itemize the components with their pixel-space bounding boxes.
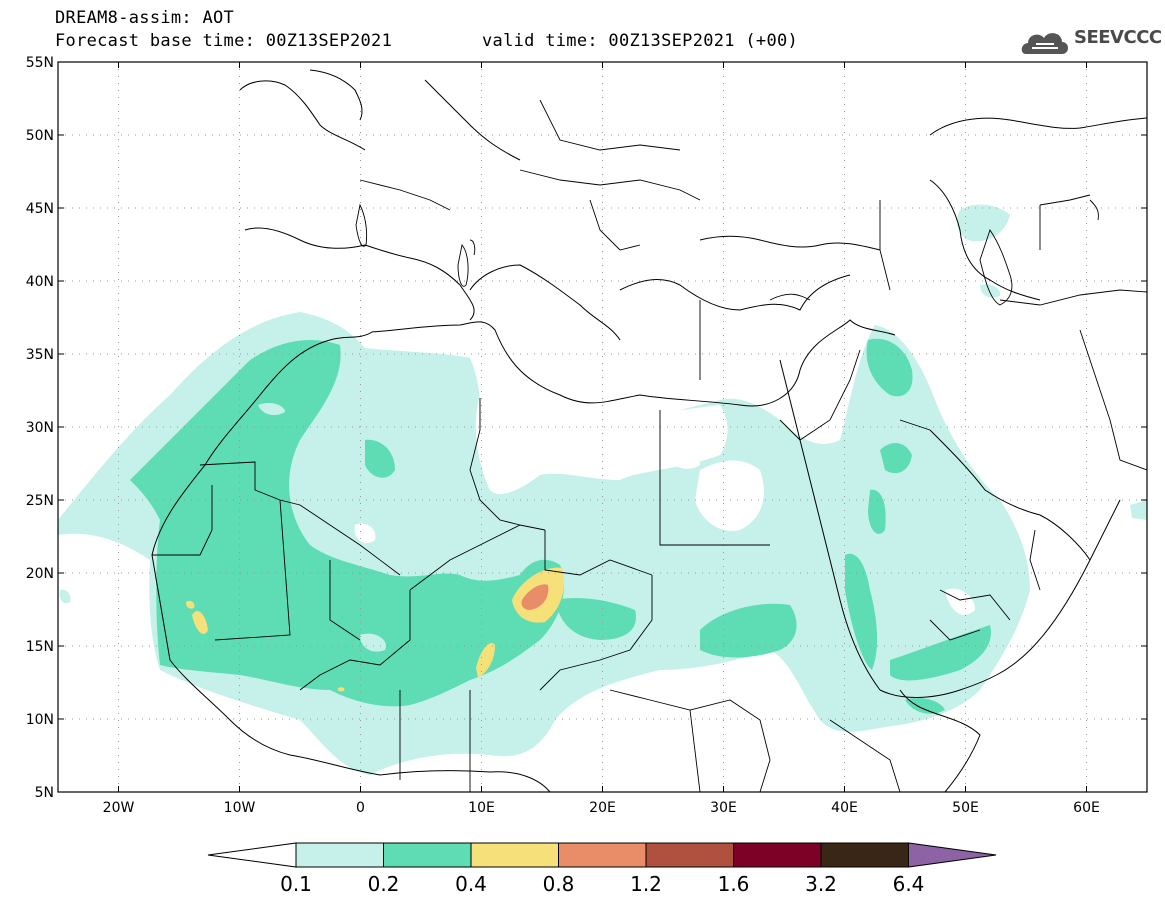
lat-label: 40N [26,274,54,290]
cloud-logo-icon [1021,33,1068,54]
colorbar-label: 6.4 [893,872,925,896]
colorbar: 0.1 0.2 0.4 0.8 1.2 1.6 3.2 6.4 [207,842,997,896]
lat-label: 30N [26,420,54,436]
water-bodies [355,199,1099,306]
lat-label: 20N [26,566,54,582]
colorbar-swatch [645,842,734,868]
colorbar-label: 0.1 [280,872,312,896]
colorbar-swatch [470,842,559,868]
lat-label: 15N [26,639,54,655]
logo-text: SEEVCCC [1074,27,1162,48]
colorbar-swatch [558,842,647,868]
lat-label: 5N [35,785,54,801]
lon-label: 20E [589,800,616,816]
colorbar-label: 0.2 [368,872,400,896]
aot-level-0.8 [521,584,549,610]
lat-label: 25N [26,493,54,509]
lat-label: 10N [26,712,54,728]
colorbar-label: 3.2 [805,872,837,896]
borders [152,99,1147,792]
lon-label: 20W [103,800,135,816]
colorbar-over-triangle [908,842,997,868]
longitude-labels: 20W 10W 0 10E 20E 30E 40E 50E 60E [103,800,1100,816]
colorbar-swatch [383,842,472,868]
lon-label: 50E [952,800,979,816]
lon-label: 10E [468,800,495,816]
colorbar-under-triangle [207,842,297,868]
lon-label: 30E [710,800,737,816]
colorbar-label: 1.2 [630,872,662,896]
plot-area [58,62,1147,792]
map-title: DREAM8-assim: AOT [55,8,235,28]
colorbar-label: 0.4 [455,872,487,896]
lon-label: 10W [224,800,256,816]
latitude-labels: 55N 50N 45N 40N 35N 30N 25N 20N 15N 10N 5N [26,55,54,801]
lat-label: 45N [26,201,54,217]
coastlines [151,69,1147,792]
colorbar-swatch [733,842,822,868]
lon-label: 60E [1073,800,1100,816]
forecast-base-time: Forecast base time: 00Z13SEP2021 [55,31,393,51]
lon-label: 0 [356,800,365,816]
lat-label: 35N [26,347,54,363]
valid-time: valid time: 00Z13SEP2021 (+00) [482,31,799,51]
aot-level-0.2 [130,338,991,714]
aot-gaps [354,395,975,615]
colorbar-label: 1.6 [718,872,750,896]
lat-label: 50N [26,128,54,144]
gridlines [58,62,1147,792]
lon-label: 40E [831,800,858,816]
colorbar-swatch [295,842,384,868]
colorbar-label: 0.8 [543,872,575,896]
lat-label: 55N [26,55,54,71]
axis-ticks [58,61,1147,793]
colorbar-swatch [820,842,909,868]
